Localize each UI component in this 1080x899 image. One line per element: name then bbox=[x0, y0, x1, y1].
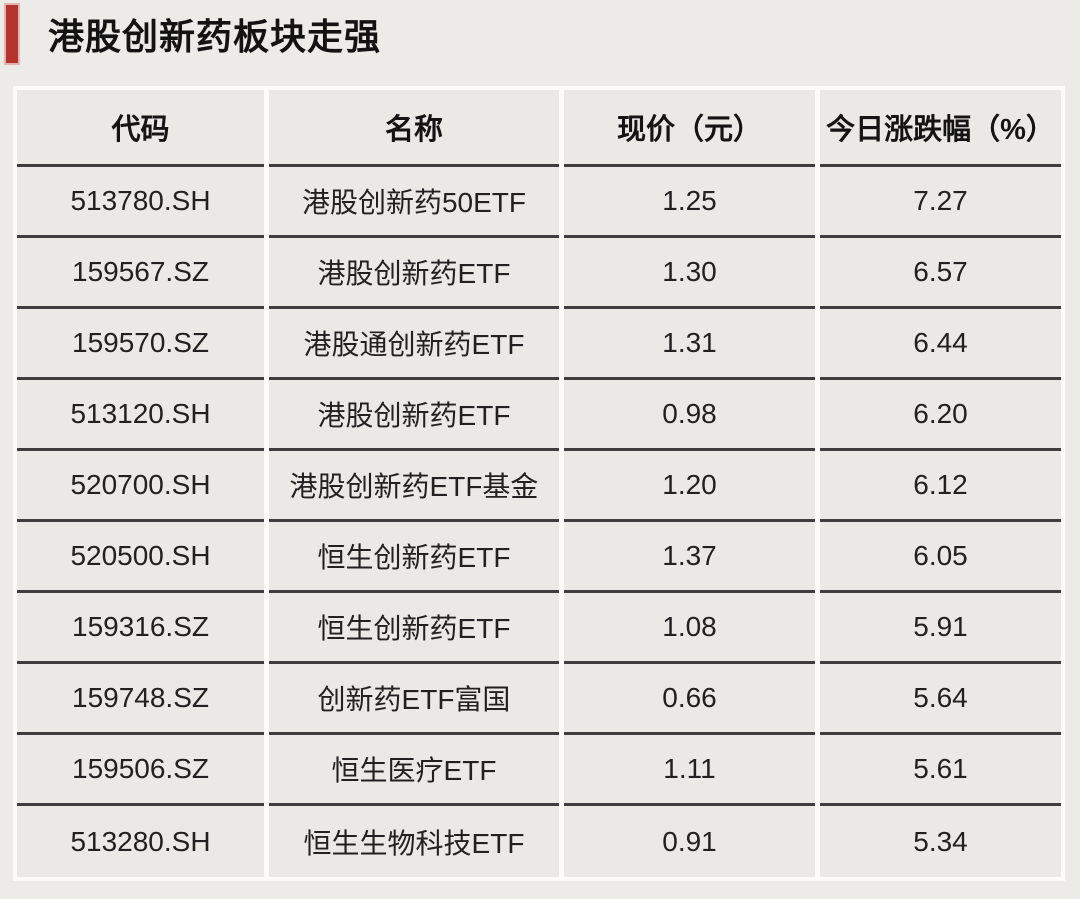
cell-price: 1.08 bbox=[564, 593, 815, 664]
table-row: 513120.SH 港股创新药ETF 0.98 6.20 bbox=[17, 380, 1061, 451]
cell-change: 7.27 bbox=[820, 167, 1061, 238]
cell-name: 恒生创新药ETF bbox=[269, 593, 559, 664]
cell-price: 1.20 bbox=[564, 451, 815, 522]
cell-code: 513120.SH bbox=[17, 380, 264, 451]
column-divider bbox=[559, 167, 564, 238]
cell-price: 1.25 bbox=[564, 167, 815, 238]
table-header-row: 代码 名称 现价（元） 今日涨跌幅（%） bbox=[17, 90, 1061, 167]
column-divider bbox=[264, 238, 269, 309]
cell-name: 港股创新药ETF基金 bbox=[269, 451, 559, 522]
cell-change: 6.05 bbox=[820, 522, 1061, 593]
column-divider bbox=[264, 593, 269, 664]
header-name: 名称 bbox=[269, 90, 559, 167]
table-row: 159506.SZ 恒生医疗ETF 1.11 5.61 bbox=[17, 735, 1061, 806]
column-divider bbox=[559, 309, 564, 380]
cell-price: 0.98 bbox=[564, 380, 815, 451]
table-row: 520700.SH 港股创新药ETF基金 1.20 6.12 bbox=[17, 451, 1061, 522]
table-row: 159748.SZ 创新药ETF富国 0.66 5.64 bbox=[17, 664, 1061, 735]
cell-price: 1.37 bbox=[564, 522, 815, 593]
table-row: 159570.SZ 港股通创新药ETF 1.31 6.44 bbox=[17, 309, 1061, 380]
column-divider bbox=[815, 664, 820, 735]
cell-price: 0.91 bbox=[662, 825, 717, 857]
cell-change: 6.44 bbox=[820, 309, 1061, 380]
cell-price: 1.11 bbox=[564, 735, 815, 806]
column-divider bbox=[815, 238, 820, 309]
cell-name: 恒生创新药ETF bbox=[269, 522, 559, 593]
title-accent-bar bbox=[6, 5, 18, 63]
section-title-row: 港股创新药板块走强 bbox=[0, 0, 1080, 86]
table-row: 513780.SH 港股创新药50ETF 1.25 7.27 bbox=[17, 167, 1061, 238]
cell-code: 520500.SH bbox=[17, 522, 264, 593]
cell-price: 0.66 bbox=[564, 664, 815, 735]
column-divider bbox=[815, 593, 820, 664]
column-divider bbox=[559, 664, 564, 735]
table-row: 513280.SH 恒生生物科技ETF 0.91 5.34 bbox=[17, 806, 1061, 877]
column-divider bbox=[559, 380, 564, 451]
cell-code: 159570.SZ bbox=[17, 309, 264, 380]
column-divider bbox=[559, 735, 564, 806]
column-divider bbox=[815, 451, 820, 522]
cell-name: 港股创新药50ETF bbox=[269, 167, 559, 238]
etf-quotes-table: 代码 名称 现价（元） 今日涨跌幅（%） 513780.SH 港股创新药50ETF… bbox=[13, 86, 1065, 881]
page-title: 港股创新药板块走强 bbox=[48, 16, 382, 57]
header-code: 代码 bbox=[17, 90, 264, 167]
column-divider bbox=[815, 380, 820, 451]
column-divider bbox=[815, 309, 820, 380]
cell-change: 5.34 bbox=[913, 825, 968, 857]
column-divider bbox=[559, 522, 564, 593]
column-divider bbox=[264, 522, 269, 593]
column-divider bbox=[264, 451, 269, 522]
cell-change: 6.12 bbox=[820, 451, 1061, 522]
column-divider bbox=[815, 735, 820, 806]
column-divider bbox=[264, 167, 269, 238]
cell-code: 159748.SZ bbox=[17, 664, 264, 735]
column-divider bbox=[559, 90, 564, 167]
column-divider bbox=[815, 806, 820, 877]
cell-name: 港股创新药ETF bbox=[269, 238, 559, 309]
column-divider bbox=[559, 806, 564, 877]
cell-change: 5.64 bbox=[820, 664, 1061, 735]
cell-name: 创新药ETF富国 bbox=[269, 664, 559, 735]
column-divider bbox=[559, 451, 564, 522]
column-divider bbox=[559, 238, 564, 309]
column-divider bbox=[815, 522, 820, 593]
cell-code: 159506.SZ bbox=[17, 735, 264, 806]
column-divider bbox=[264, 664, 269, 735]
cell-name: 港股通创新药ETF bbox=[269, 309, 559, 380]
cell-change: 5.61 bbox=[820, 735, 1061, 806]
cell-change: 5.91 bbox=[820, 593, 1061, 664]
cell-name: 恒生生物科技ETF bbox=[303, 827, 525, 859]
column-divider bbox=[264, 806, 269, 877]
table-row: 520500.SH 恒生创新药ETF 1.37 6.05 bbox=[17, 522, 1061, 593]
cell-code: 520700.SH bbox=[17, 451, 264, 522]
column-divider bbox=[815, 167, 820, 238]
header-price: 现价（元） bbox=[564, 90, 815, 167]
cell-code: 159316.SZ bbox=[17, 593, 264, 664]
cell-name: 港股创新药ETF bbox=[269, 380, 559, 451]
cell-change: 6.20 bbox=[820, 380, 1061, 451]
column-divider bbox=[559, 593, 564, 664]
cell-code: 513280.SH bbox=[70, 825, 211, 857]
cell-price: 1.31 bbox=[564, 309, 815, 380]
cell-name: 恒生医疗ETF bbox=[269, 735, 559, 806]
column-divider bbox=[264, 735, 269, 806]
cell-code: 159567.SZ bbox=[17, 238, 264, 309]
cell-code: 513780.SH bbox=[17, 167, 264, 238]
column-divider bbox=[264, 380, 269, 451]
column-divider bbox=[264, 90, 269, 167]
column-divider bbox=[264, 309, 269, 380]
header-change: 今日涨跌幅（%） bbox=[820, 90, 1061, 167]
cell-price: 1.30 bbox=[564, 238, 815, 309]
table-row: 159316.SZ 恒生创新药ETF 1.08 5.91 bbox=[17, 593, 1061, 664]
cell-change: 6.57 bbox=[820, 238, 1061, 309]
table-row: 159567.SZ 港股创新药ETF 1.30 6.57 bbox=[17, 238, 1061, 309]
column-divider bbox=[815, 90, 820, 167]
